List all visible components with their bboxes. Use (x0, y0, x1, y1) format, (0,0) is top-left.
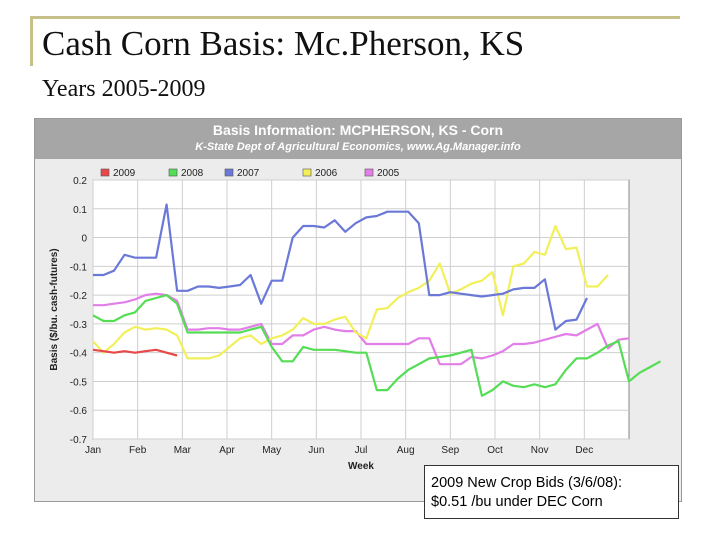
chart-panel: Basis Information: MCPHERSON, KS - Corn … (34, 118, 682, 502)
legend-label: 2009 (113, 168, 136, 179)
y-tick-label: 0.2 (73, 176, 87, 187)
y-axis-title: Basis ($/bu. cash-futures) (49, 248, 60, 370)
chart-header: Basis Information: MCPHERSON, KS - Corn … (35, 119, 681, 159)
slide-subtitle: Years 2005-2009 (42, 76, 206, 102)
slide-title: Cash Corn Basis: Mc.Pherson, KS (42, 24, 525, 63)
legend-swatch (100, 168, 110, 177)
title-rule-left (30, 16, 33, 66)
y-tick-label: -0.1 (70, 262, 88, 273)
x-tick-label: Jan (85, 445, 101, 456)
x-tick-label: Nov (531, 445, 549, 456)
y-tick-label: 0 (81, 234, 87, 245)
x-tick-label: Aug (397, 445, 415, 456)
series-line-2009 (92, 348, 178, 357)
x-axis-title: Week (348, 461, 374, 472)
y-tick-label: 0.1 (73, 205, 87, 216)
x-tick-label: Jul (355, 445, 368, 456)
x-tick-label: Dec (575, 445, 593, 456)
x-tick-label: Oct (487, 445, 503, 456)
new-crop-bid-note: 2009 New Crop Bids (3/6/08): $0.51 /bu u… (424, 465, 679, 519)
legend-swatch (168, 168, 178, 177)
legend-label: 2006 (315, 168, 338, 179)
chart-title: Basis Information: MCPHERSON, KS - Corn (212, 122, 504, 138)
y-tick-label: -0.7 (70, 435, 88, 446)
note-line-2: $0.51 /bu under DEC Corn (431, 494, 603, 510)
x-tick-label: Jun (308, 445, 324, 456)
x-tick-label: May (262, 445, 281, 456)
chart-subtitle: K-State Dept of Agricultural Economics, … (195, 141, 521, 153)
series-line-2008 (92, 294, 662, 397)
title-rule (30, 16, 680, 19)
y-tick-label: -0.5 (70, 377, 88, 388)
y-tick-label: -0.3 (70, 320, 88, 331)
x-tick-label: Sep (441, 445, 459, 456)
y-tick-label: -0.4 (70, 349, 88, 360)
legend-swatch (364, 168, 374, 177)
legend-label: 2008 (181, 168, 204, 179)
legend-label: 2007 (237, 168, 260, 179)
legend-swatch (302, 168, 312, 177)
legend-swatch (224, 168, 234, 177)
x-tick-label: Mar (174, 445, 192, 456)
series-line-2007 (93, 203, 588, 331)
series-line-2006 (92, 224, 609, 360)
legend-label: 2005 (377, 168, 400, 179)
x-tick-label: Feb (129, 445, 147, 456)
x-tick-label: Apr (219, 445, 235, 456)
y-tick-label: -0.6 (70, 406, 88, 417)
note-line-1: 2009 New Crop Bids (3/6/08): (431, 475, 623, 491)
y-tick-label: -0.2 (70, 291, 88, 302)
